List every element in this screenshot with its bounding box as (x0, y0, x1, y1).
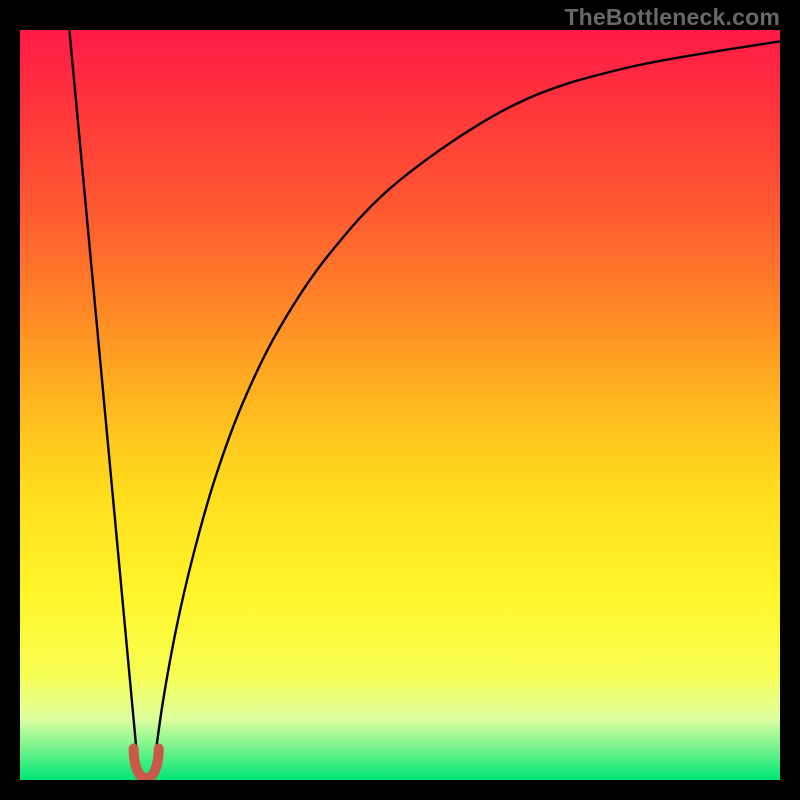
chart-container: TheBottleneck.com (0, 0, 800, 800)
gradient-background (20, 30, 780, 780)
plot-svg (20, 30, 780, 780)
plot-area (20, 30, 780, 780)
watermark-text: TheBottleneck.com (564, 4, 780, 31)
